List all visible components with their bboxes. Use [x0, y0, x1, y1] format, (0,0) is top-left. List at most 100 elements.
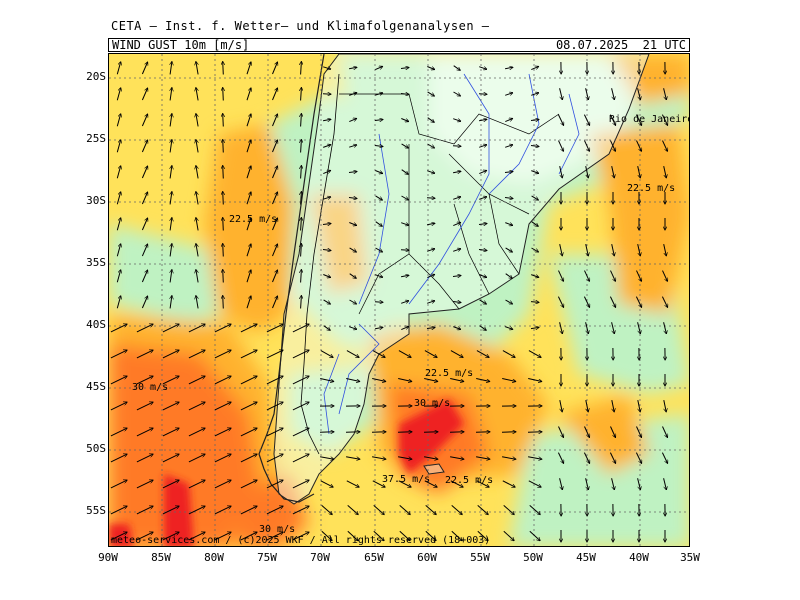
wind-arrow — [266, 480, 283, 489]
wind-arrow — [272, 140, 278, 153]
chile-coast — [258, 54, 325, 503]
wind-arrow — [196, 88, 199, 101]
wind-arrow — [528, 378, 542, 382]
wind-arrow — [479, 299, 487, 304]
wind-arrow — [240, 324, 257, 333]
wind-arrow — [223, 244, 224, 257]
wind-arrow — [136, 376, 153, 385]
wind-arrow — [400, 250, 409, 251]
wind-arrow — [375, 195, 383, 200]
wind-arrow — [301, 114, 302, 127]
wind-arrow — [301, 88, 302, 101]
wind-arrow — [162, 428, 179, 437]
wind-arrow — [272, 192, 278, 205]
wind-arrow — [141, 62, 147, 75]
wind-arrow — [427, 223, 435, 224]
wind-arrow — [116, 88, 120, 101]
wind-arrow — [110, 324, 127, 333]
wind-arrow — [323, 119, 331, 120]
wind-gust-map: Rio de Janeiro 22.5 m/s 22.5 m/s 22.5 m/… — [108, 53, 690, 547]
map-canvas: Rio de Janeiro 22.5 m/s 22.5 m/s 22.5 m/… — [109, 54, 689, 546]
wind-arrow — [323, 299, 331, 304]
wind-arrow — [505, 67, 513, 68]
wind-arrow — [240, 402, 257, 411]
wind-arrow — [559, 400, 562, 412]
wind-arrow — [375, 221, 383, 227]
wind-arrow — [110, 402, 127, 411]
wind-arrow — [223, 192, 224, 205]
wind-arrow — [583, 452, 589, 464]
wind-arrow — [346, 378, 360, 382]
wind-arrow — [609, 114, 615, 126]
wind-arrow — [196, 62, 199, 75]
wind-arrow — [246, 114, 251, 127]
wind-arrow — [292, 480, 309, 489]
wind-arrow — [320, 456, 334, 459]
wind-arrow — [214, 454, 231, 463]
wind-arrow — [479, 325, 487, 331]
wind-arrow — [136, 402, 153, 411]
wind-arrow — [240, 454, 257, 463]
wind-arrow — [557, 114, 563, 126]
wind-arrow — [452, 146, 461, 147]
wind-arrow — [531, 170, 538, 174]
copyright-footer: meteo-services.com / (c)2025 WKF / All r… — [111, 535, 491, 546]
wind-arrow — [637, 243, 641, 256]
wind-arrow — [321, 530, 332, 540]
lat-tick-label: 45S — [86, 380, 106, 393]
wind-arrow — [301, 244, 302, 257]
wind-arrow — [610, 426, 616, 438]
wind-arrow — [375, 274, 383, 278]
wind-arrow — [116, 244, 120, 257]
lon-tick-label: 55W — [470, 551, 490, 564]
wind-arrow — [223, 296, 224, 309]
wind-arrow — [320, 350, 333, 358]
contour-label: 30 m/s — [259, 524, 295, 535]
wind-arrow — [476, 378, 490, 382]
wind-arrow — [240, 506, 257, 515]
wind-arrow — [637, 165, 641, 178]
wind-arrow — [503, 530, 514, 540]
wind-arrow — [375, 93, 383, 95]
wind-arrow — [611, 322, 615, 334]
wind-arrow — [170, 192, 172, 205]
wind-arrow — [188, 324, 205, 333]
wind-arrow — [375, 66, 382, 71]
wind-arrow — [505, 222, 512, 226]
wind-arrow — [502, 456, 516, 459]
wind-arrow — [584, 426, 590, 438]
wind-arrow — [585, 165, 589, 178]
wind-arrow — [585, 243, 589, 256]
wind-arrow — [141, 270, 147, 283]
wind-arrow — [373, 505, 385, 514]
wind-arrow — [240, 376, 257, 385]
wind-arrow — [398, 350, 411, 358]
wind-arrow — [223, 218, 224, 231]
wind-arrow — [214, 480, 231, 489]
wind-arrow — [636, 426, 642, 438]
wind-vectors — [110, 62, 668, 543]
lon-tick-label: 85W — [151, 551, 171, 564]
wind-arrow — [162, 376, 179, 385]
wind-arrow — [424, 480, 437, 487]
wind-arrow — [292, 506, 309, 515]
wind-arrow — [583, 114, 589, 126]
wind-arrow — [476, 480, 489, 487]
wind-arrow — [528, 480, 541, 487]
wind-arrow — [528, 350, 541, 358]
wind-arrow — [502, 378, 516, 382]
wind-arrow — [246, 62, 251, 75]
wind-arrow — [349, 326, 357, 330]
wind-arrow — [427, 170, 435, 174]
wind-arrow — [531, 195, 539, 200]
wind-arrow — [663, 322, 667, 334]
wind-arrow — [223, 166, 224, 179]
wind-arrow — [401, 222, 409, 226]
lat-tick-label: 30S — [86, 194, 106, 207]
wind-arrow — [214, 324, 231, 333]
wind-arrow — [116, 270, 120, 283]
wind-arrow — [661, 296, 667, 308]
wind-arrow — [196, 140, 199, 153]
lon-tick-label: 60W — [417, 551, 437, 564]
wind-arrow — [528, 456, 542, 459]
